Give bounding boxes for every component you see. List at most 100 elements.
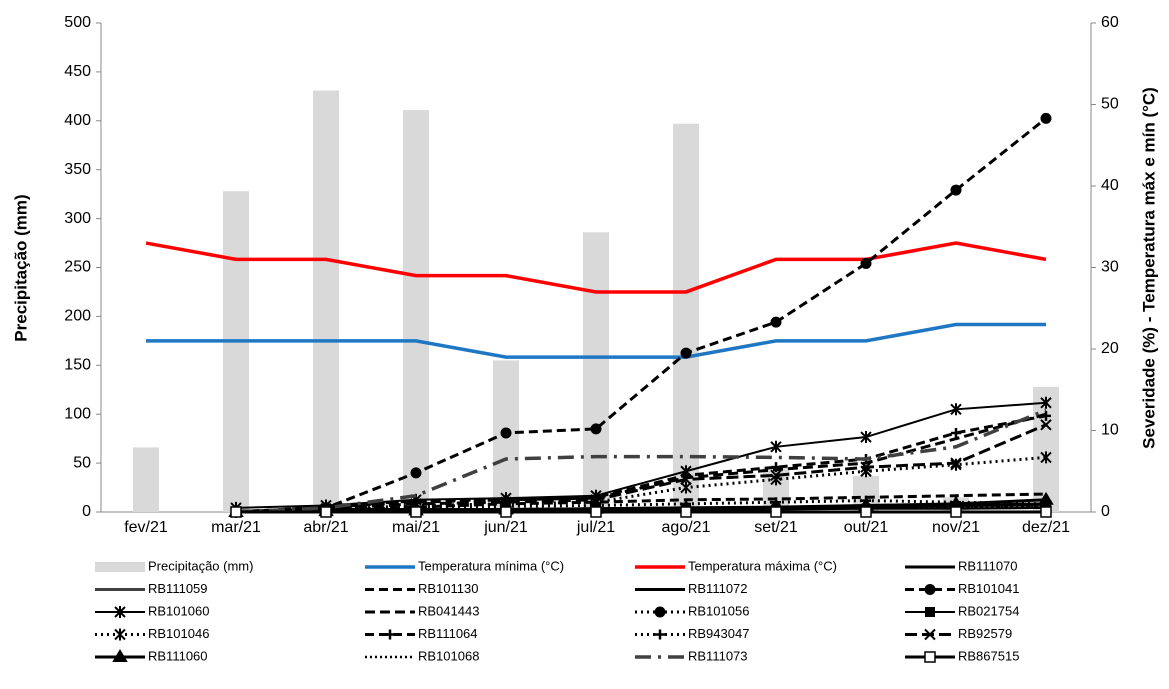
legend-label: RB041443 <box>418 603 479 618</box>
marker-part <box>230 506 242 518</box>
legend-label: RB111072 <box>688 581 748 596</box>
marker <box>771 462 781 473</box>
marker-part <box>925 607 935 617</box>
marker-part <box>1041 410 1051 421</box>
marker-part <box>590 494 602 506</box>
legend-swatch <box>95 562 145 572</box>
x-tick-label: nov/21 <box>932 519 980 536</box>
y2-tick-label: 20 <box>1101 340 1119 357</box>
marker <box>680 347 692 359</box>
x-tick-label: set/21 <box>754 519 798 536</box>
marker <box>924 651 936 663</box>
marker-part <box>680 347 692 359</box>
marker <box>860 431 872 444</box>
marker <box>1038 491 1054 505</box>
marker <box>500 427 512 439</box>
x-tick-label: jun/21 <box>483 519 528 536</box>
y-tick-label: 50 <box>73 454 91 471</box>
marker-part <box>655 629 665 640</box>
marker-part <box>771 462 781 473</box>
y2-tick-label: 60 <box>1101 14 1119 31</box>
legend-label: RB021754 <box>958 603 1019 618</box>
marker-part <box>950 403 962 416</box>
series-line <box>235 117 1047 514</box>
y-tick-label: 350 <box>64 161 91 178</box>
bar <box>313 90 339 513</box>
marker-part <box>1040 451 1052 464</box>
marker <box>680 481 692 494</box>
marker <box>114 628 126 641</box>
marker <box>680 506 692 518</box>
marker <box>770 469 782 482</box>
marker-part <box>924 584 936 595</box>
legend-label: RB111059 <box>148 581 208 596</box>
marker-part <box>680 506 692 518</box>
marker-part <box>860 506 872 518</box>
marker-part <box>950 457 962 469</box>
marker-part <box>680 481 692 494</box>
marker <box>1040 451 1052 464</box>
marker <box>410 506 422 518</box>
marker-part <box>950 458 962 471</box>
marker-part <box>860 257 872 269</box>
marker-part <box>112 649 128 662</box>
y-tick-label: 450 <box>64 63 91 80</box>
marker-part <box>1040 506 1052 518</box>
legend-label: RB101068 <box>418 648 479 663</box>
marker-part <box>385 629 395 640</box>
marker-part <box>770 469 782 482</box>
marker <box>114 606 126 618</box>
x-tick-label: mai/21 <box>392 519 440 536</box>
marker <box>1040 419 1052 431</box>
marker <box>1040 112 1052 124</box>
x-tick-label: jul/21 <box>576 519 615 536</box>
marker-part <box>924 628 936 641</box>
y2-tick-label: 50 <box>1101 96 1119 113</box>
marker-part <box>770 316 782 328</box>
x-tick-label: ago/21 <box>662 519 711 536</box>
bar <box>133 447 159 512</box>
marker-part <box>1040 112 1052 124</box>
legend-label: RB101046 <box>148 626 209 641</box>
marker-part <box>770 440 782 453</box>
marker <box>590 423 602 435</box>
marker <box>590 494 602 506</box>
y-tick-label: 150 <box>64 357 91 374</box>
marker <box>230 506 242 518</box>
marker <box>950 506 962 518</box>
legend-label: RB111073 <box>688 648 748 663</box>
x-tick-label: mar/21 <box>211 519 261 536</box>
series-line <box>146 322 1046 359</box>
y2-tick-label: 10 <box>1101 422 1119 439</box>
marker <box>1041 410 1051 421</box>
marker <box>950 458 962 471</box>
series-line <box>235 412 1047 514</box>
x-tick-label: fev/21 <box>124 519 168 536</box>
marker <box>924 584 936 595</box>
marker <box>680 473 692 486</box>
marker <box>500 506 512 518</box>
marker-part <box>114 628 126 641</box>
marker-part <box>410 467 422 479</box>
marker-part <box>1040 396 1052 409</box>
x-tick-label: dez/21 <box>1022 519 1070 536</box>
marker <box>950 457 962 469</box>
marker-part <box>950 506 962 518</box>
marker <box>951 427 961 438</box>
marker <box>590 506 602 518</box>
marker-part <box>770 506 782 518</box>
marker <box>950 403 962 416</box>
marker <box>860 506 872 518</box>
marker <box>770 506 782 518</box>
y-axis-title: Precipitação (mm) <box>11 194 30 341</box>
bar <box>673 123 699 512</box>
marker <box>112 649 128 662</box>
bar <box>403 110 429 513</box>
x-tick-label: abr/21 <box>303 519 348 536</box>
legend-label: Precipitação (mm) <box>148 558 253 573</box>
marker <box>1040 506 1052 518</box>
marker <box>1040 396 1052 409</box>
x-tick-label: out/21 <box>844 519 889 536</box>
legend-label: Temperatura mínima (°C) <box>418 558 564 573</box>
